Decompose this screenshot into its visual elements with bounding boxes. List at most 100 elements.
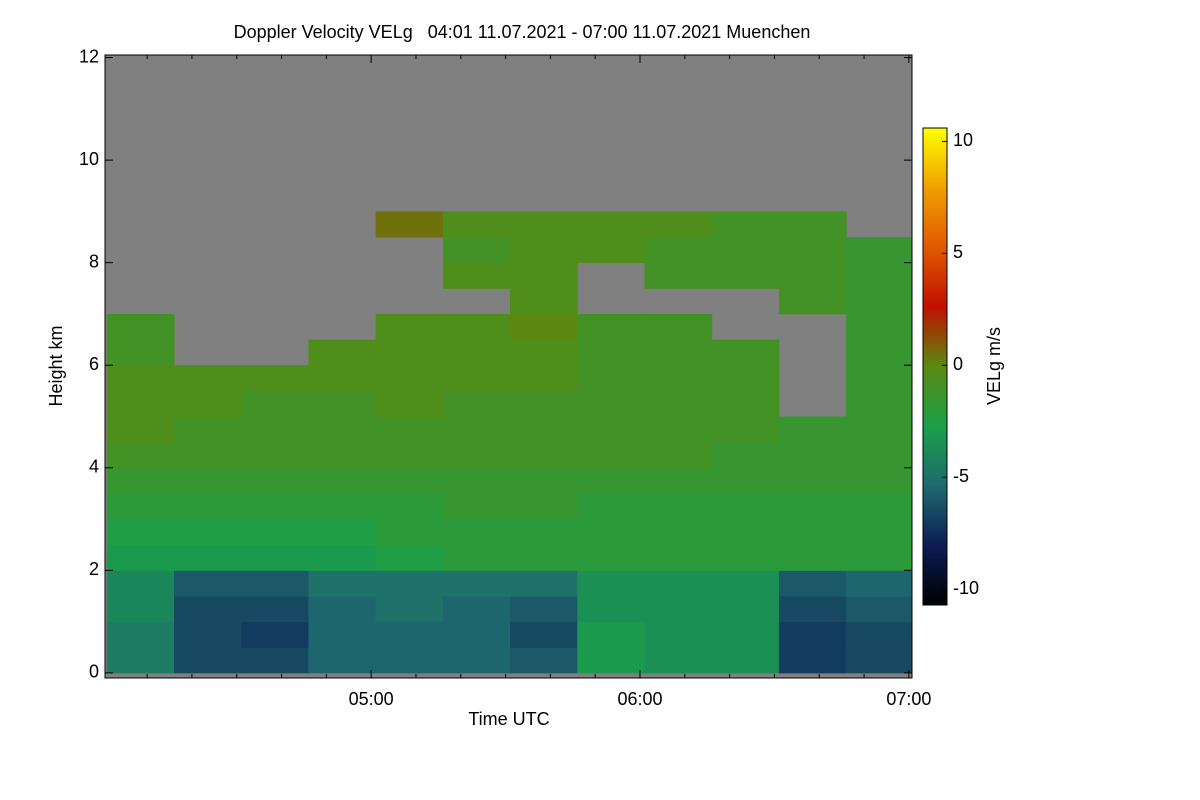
x-tick-label: 06:00 bbox=[617, 689, 662, 709]
heatmap-cell bbox=[442, 365, 511, 392]
heatmap-cell bbox=[106, 339, 175, 366]
heatmap-cell bbox=[106, 621, 175, 648]
heatmap-cell bbox=[644, 237, 713, 264]
heatmap-cell bbox=[510, 416, 578, 443]
heatmap-cell bbox=[846, 288, 912, 315]
heatmap-cell bbox=[644, 262, 713, 289]
heatmap-cell bbox=[442, 544, 511, 571]
y-tick-label: 0 bbox=[89, 662, 99, 682]
heatmap-cell bbox=[846, 519, 912, 546]
heatmap-cell bbox=[241, 595, 309, 623]
heatmap-cell bbox=[711, 339, 780, 366]
y-tick-label: 8 bbox=[89, 251, 99, 271]
heatmap-cell bbox=[375, 519, 444, 546]
heatmap-cell bbox=[711, 570, 780, 597]
heatmap-cell bbox=[644, 339, 713, 366]
x-tick-label: 07:00 bbox=[886, 689, 931, 709]
heatmap-cell bbox=[711, 595, 780, 623]
heatmap-cell bbox=[510, 493, 578, 520]
heatmap-cell bbox=[577, 390, 645, 417]
heatmap-cell bbox=[106, 493, 175, 520]
heatmap-cell bbox=[846, 262, 912, 289]
heatmap-cell bbox=[644, 544, 713, 571]
colorbar-tick-label: 5 bbox=[953, 242, 963, 262]
heatmap-cell bbox=[510, 390, 578, 417]
heatmap-cell bbox=[241, 493, 309, 520]
plot-frame bbox=[104, 54, 913, 679]
heatmap-cell bbox=[241, 570, 309, 597]
heatmap-cell bbox=[644, 519, 713, 546]
heatmap-cell bbox=[510, 313, 578, 341]
heatmap-cell bbox=[778, 595, 847, 623]
heatmap-cell bbox=[106, 519, 175, 546]
heatmap-cell bbox=[577, 519, 645, 546]
colorbar-tick-label: 0 bbox=[953, 354, 963, 374]
heatmap-cell bbox=[644, 621, 713, 648]
heatmap-cell bbox=[577, 211, 645, 238]
heatmap-cell bbox=[778, 647, 847, 674]
y-tick-label: 2 bbox=[89, 559, 99, 579]
heatmap-cell bbox=[711, 211, 780, 238]
colorbar-tick-label: -10 bbox=[953, 578, 979, 598]
heatmap-cell bbox=[577, 416, 645, 443]
heatmap-cell bbox=[778, 416, 847, 443]
heatmap-cell bbox=[510, 519, 578, 546]
heatmap-cell bbox=[442, 262, 511, 289]
heatmap-cell bbox=[308, 493, 377, 520]
heatmap-cell bbox=[644, 442, 713, 469]
heatmap-cell bbox=[308, 544, 377, 571]
heatmap-cell bbox=[510, 442, 578, 469]
heatmap-cell bbox=[778, 442, 847, 469]
heatmap-cell bbox=[174, 467, 242, 494]
heatmap-cell bbox=[174, 595, 242, 623]
heatmap-cell bbox=[846, 647, 912, 674]
heatmap-cell bbox=[510, 365, 578, 392]
heatmap-cell bbox=[308, 519, 377, 546]
heatmap-cell bbox=[644, 493, 713, 520]
heatmap-cell bbox=[778, 211, 847, 238]
heatmap-cell bbox=[241, 442, 309, 469]
heatmap-cell bbox=[644, 390, 713, 417]
heatmap-cell bbox=[308, 595, 377, 623]
heatmap-cell bbox=[577, 493, 645, 520]
heatmap-cell bbox=[375, 416, 444, 443]
heatmap-cell bbox=[442, 519, 511, 546]
heatmap-cell bbox=[577, 595, 645, 623]
heatmap-cell bbox=[510, 647, 578, 674]
heatmap-cell bbox=[442, 467, 511, 494]
heatmap-cell bbox=[711, 262, 780, 289]
heatmap-cell bbox=[375, 595, 444, 623]
colorbar-tick-label: -5 bbox=[953, 466, 969, 486]
heatmap-cell bbox=[846, 621, 912, 648]
heatmap-cell bbox=[778, 467, 847, 494]
heatmap-cell bbox=[846, 570, 912, 597]
heatmap-cell bbox=[375, 339, 444, 366]
heatmap-cell bbox=[442, 647, 511, 674]
heatmap-cell bbox=[778, 237, 847, 264]
heatmap-cell bbox=[778, 288, 847, 315]
heatmap-cell bbox=[375, 493, 444, 520]
heatmap-cell bbox=[308, 416, 377, 443]
y-tick-label: 12 bbox=[79, 46, 99, 66]
heatmap-cell bbox=[174, 390, 242, 417]
chart-title: Doppler Velocity VELg 04:01 11.07.2021 -… bbox=[234, 22, 811, 42]
heatmap-cell bbox=[577, 467, 645, 494]
heatmap-cell bbox=[846, 467, 912, 494]
heatmap-cell bbox=[442, 570, 511, 597]
heatmap-cell bbox=[375, 544, 444, 571]
heatmap-cell bbox=[308, 390, 377, 417]
heatmap-cell bbox=[442, 237, 511, 264]
heatmap-cell bbox=[778, 519, 847, 546]
heatmap-cell bbox=[241, 519, 309, 546]
heatmap-cell bbox=[106, 442, 175, 469]
heatmap-cell bbox=[308, 647, 377, 674]
heatmap-cell bbox=[375, 365, 444, 392]
y-axis-label: Height km bbox=[46, 325, 66, 406]
heatmap-cell bbox=[174, 365, 242, 392]
heatmap-cell bbox=[308, 467, 377, 494]
colorbar bbox=[922, 127, 948, 606]
heatmap-cell bbox=[846, 237, 912, 264]
heatmap-cell bbox=[106, 570, 175, 597]
heatmap-cell bbox=[846, 544, 912, 571]
